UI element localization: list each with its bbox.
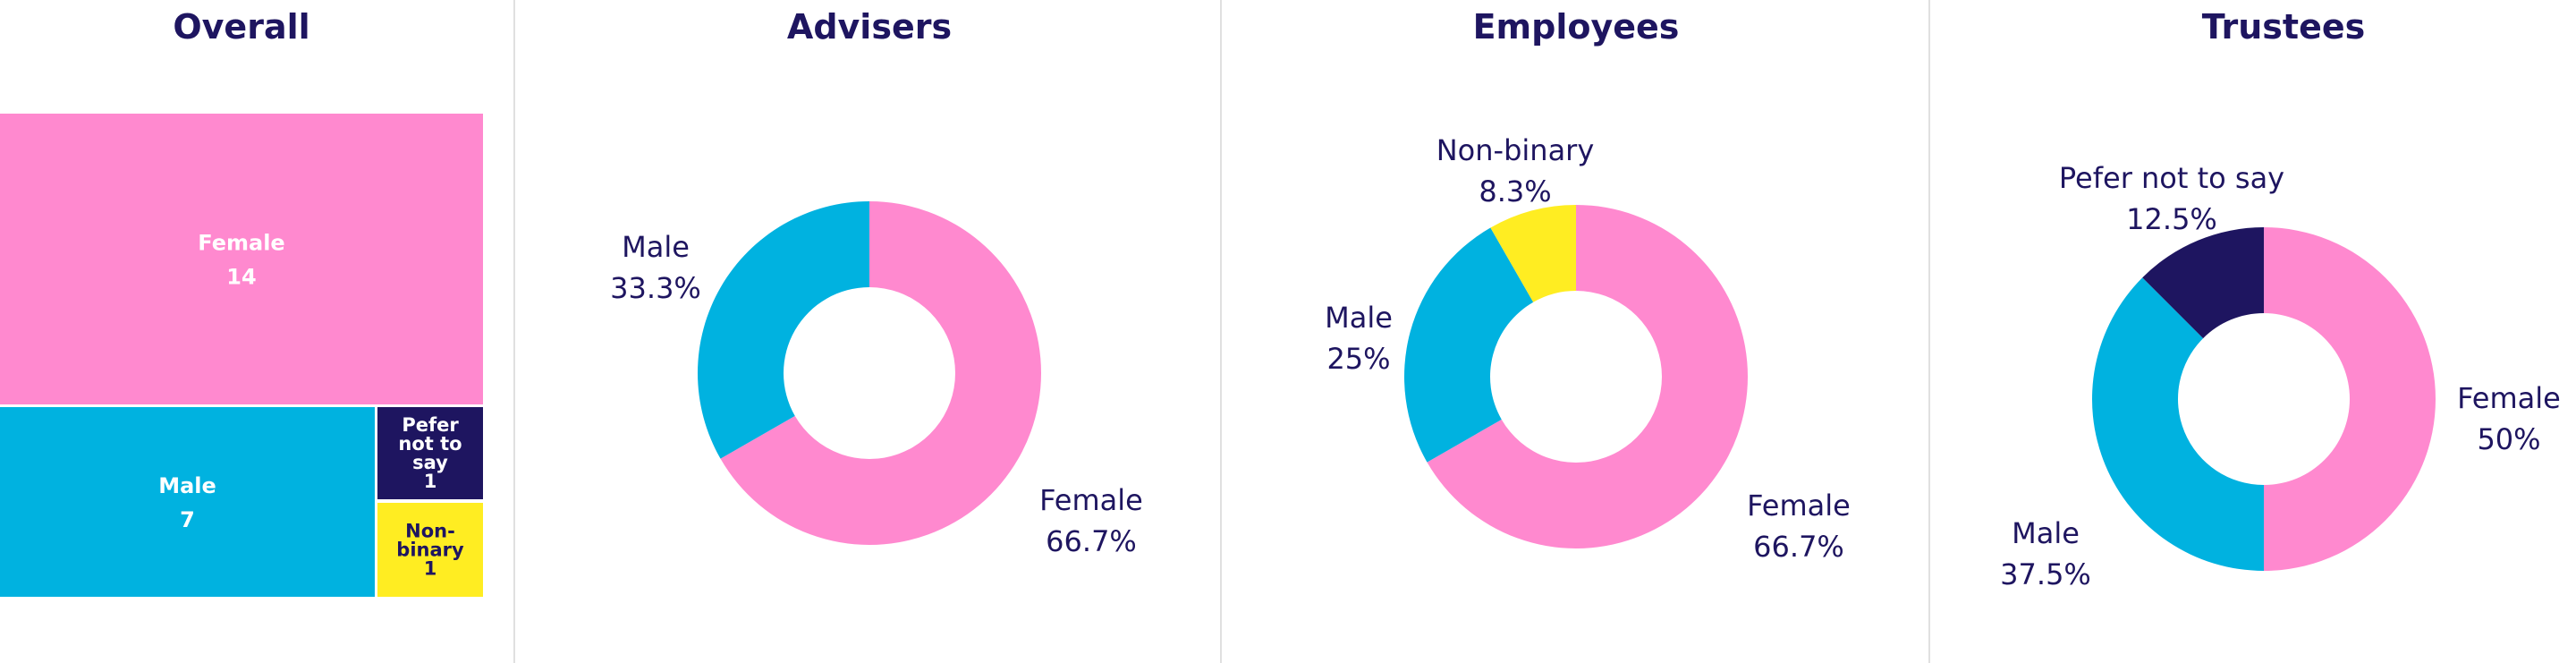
treemap-cell-female <box>0 114 483 404</box>
trustees-label-female: Female <box>2457 381 2561 415</box>
advisers-slice-female <box>720 201 1041 545</box>
employees-label-female: Female <box>1747 489 1851 523</box>
trustees-slice-female <box>2264 227 2436 571</box>
treemap-label-non-binary: Non- <box>405 521 455 542</box>
advisers-value-male: 33.3% <box>610 271 701 305</box>
trustees-value-female: 50% <box>2477 422 2540 456</box>
employees-value-female: 66.7% <box>1753 530 1844 564</box>
trustees-slice-pefer-not-to-say <box>2142 227 2264 339</box>
employees-slice-male <box>1404 227 1534 463</box>
advisers-slice-male <box>698 201 869 459</box>
treemap-label-non-binary: binary <box>396 540 464 561</box>
trustees-value-male: 37.5% <box>2000 557 2091 591</box>
chart-title-employees: Employees <box>1473 7 1680 47</box>
treemap-label-pefer-not-to-say: not to <box>398 433 462 455</box>
treemap-label-pefer-not-to-say: say <box>412 452 448 473</box>
treemap-value-female: 14 <box>226 265 256 290</box>
employees-label-non-binary: Non-binary <box>1436 133 1595 167</box>
treemap-value-non-binary: 1 <box>424 558 437 580</box>
treemap-value-pefer-not-to-say: 1 <box>424 471 437 492</box>
advisers-label-male: Male <box>622 230 690 264</box>
trustees-value-pefer-not-to-say: 12.5% <box>2126 202 2217 236</box>
chart-title-advisers: Advisers <box>787 7 952 47</box>
treemap-value-male: 7 <box>180 507 195 532</box>
treemap-label-pefer-not-to-say: Pefer <box>402 414 459 436</box>
employees-slice-female <box>1427 205 1748 549</box>
advisers-label-female: Female <box>1039 483 1143 517</box>
employees-value-non-binary: 8.3% <box>1479 174 1551 208</box>
employees-slice-non-binary <box>1490 205 1576 302</box>
employees-label-male: Male <box>1325 301 1393 335</box>
chart-title-trustees: Trustees <box>2202 7 2366 47</box>
treemap-label-male: Male <box>158 473 216 498</box>
advisers-value-female: 66.7% <box>1046 524 1137 558</box>
treemap-cell-male <box>0 407 375 597</box>
trustees-label-male: Male <box>2012 516 2080 550</box>
treemap-cell-pefer-not-to-say <box>377 407 483 499</box>
trustees-slice-male <box>2092 277 2264 571</box>
employees-value-male: 25% <box>1326 342 1390 376</box>
treemap-cell-non-binary <box>377 503 483 597</box>
chart-title-overall: Overall <box>173 7 309 47</box>
trustees-label-pefer-not-to-say: Pefer not to say <box>2059 161 2284 195</box>
treemap-label-female: Female <box>198 231 284 256</box>
